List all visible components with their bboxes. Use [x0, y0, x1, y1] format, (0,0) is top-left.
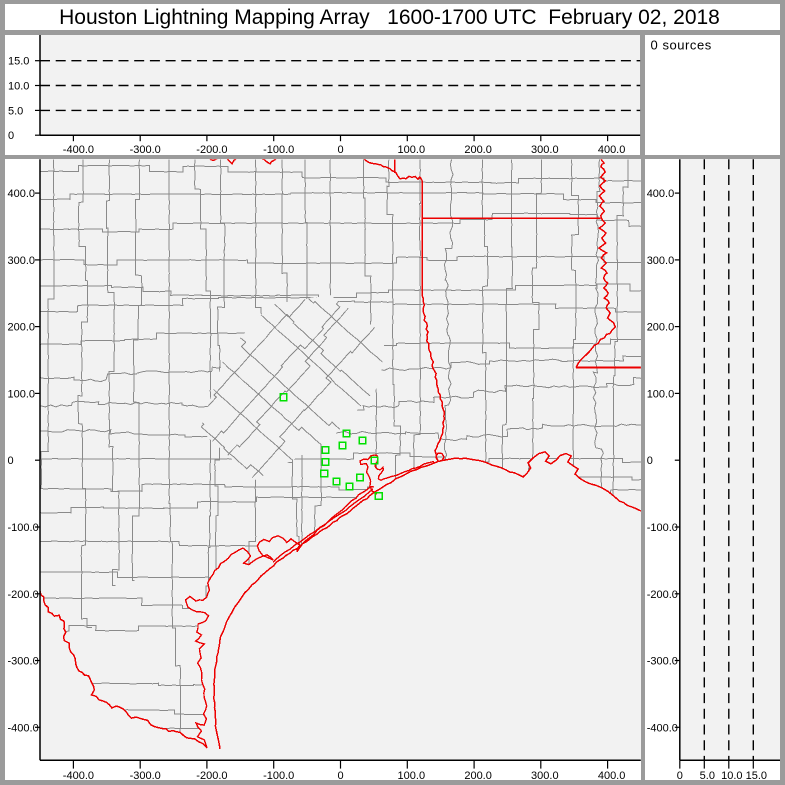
svg-text:-300.0: -300.0	[130, 144, 161, 156]
svg-text:15.0: 15.0	[8, 56, 29, 68]
svg-text:400.0: 400.0	[647, 188, 675, 200]
svg-text:-100.0: -100.0	[263, 770, 294, 782]
svg-text:100.0: 100.0	[8, 388, 36, 400]
svg-text:-200.0: -200.0	[647, 589, 678, 601]
svg-text:-200.0: -200.0	[196, 770, 227, 782]
svg-text:-200.0: -200.0	[196, 144, 227, 156]
svg-text:0: 0	[647, 455, 653, 467]
svg-text:-400.0: -400.0	[63, 770, 94, 782]
svg-text:400.0: 400.0	[8, 188, 36, 200]
svg-text:15.0: 15.0	[746, 770, 767, 782]
svg-text:200.0: 200.0	[464, 770, 492, 782]
svg-text:-100.0: -100.0	[263, 144, 294, 156]
svg-text:0 sources: 0 sources	[651, 38, 712, 53]
svg-text:-300.0: -300.0	[647, 656, 678, 668]
svg-text:300.0: 300.0	[8, 255, 36, 267]
svg-text:0: 0	[8, 455, 14, 467]
svg-text:300.0: 300.0	[531, 770, 559, 782]
svg-text:0: 0	[337, 144, 343, 156]
svg-text:0: 0	[8, 130, 14, 142]
svg-text:-200.0: -200.0	[8, 589, 39, 601]
svg-text:200.0: 200.0	[8, 322, 36, 334]
svg-text:0: 0	[337, 770, 343, 782]
svg-text:100.0: 100.0	[647, 388, 675, 400]
svg-text:0: 0	[677, 770, 683, 782]
svg-text:-300.0: -300.0	[8, 656, 39, 668]
svg-text:10.0: 10.0	[8, 81, 29, 93]
svg-text:400.0: 400.0	[598, 144, 626, 156]
svg-text:100.0: 100.0	[398, 144, 426, 156]
svg-text:-100.0: -100.0	[8, 522, 39, 534]
svg-text:100.0: 100.0	[398, 770, 426, 782]
svg-text:Houston Lightning Mapping Arra: Houston Lightning Mapping Array 1600-170…	[59, 6, 720, 29]
svg-text:10.0: 10.0	[721, 770, 742, 782]
svg-text:5.0: 5.0	[8, 105, 23, 117]
svg-text:-400.0: -400.0	[647, 722, 678, 734]
svg-text:400.0: 400.0	[598, 770, 626, 782]
svg-text:5.0: 5.0	[700, 770, 715, 782]
svg-text:-400.0: -400.0	[63, 144, 94, 156]
svg-text:200.0: 200.0	[464, 144, 492, 156]
svg-text:200.0: 200.0	[647, 322, 675, 334]
svg-text:300.0: 300.0	[531, 144, 559, 156]
svg-text:300.0: 300.0	[647, 255, 675, 267]
svg-text:-100.0: -100.0	[647, 522, 678, 534]
svg-text:-300.0: -300.0	[130, 770, 161, 782]
svg-text:-400.0: -400.0	[8, 722, 39, 734]
